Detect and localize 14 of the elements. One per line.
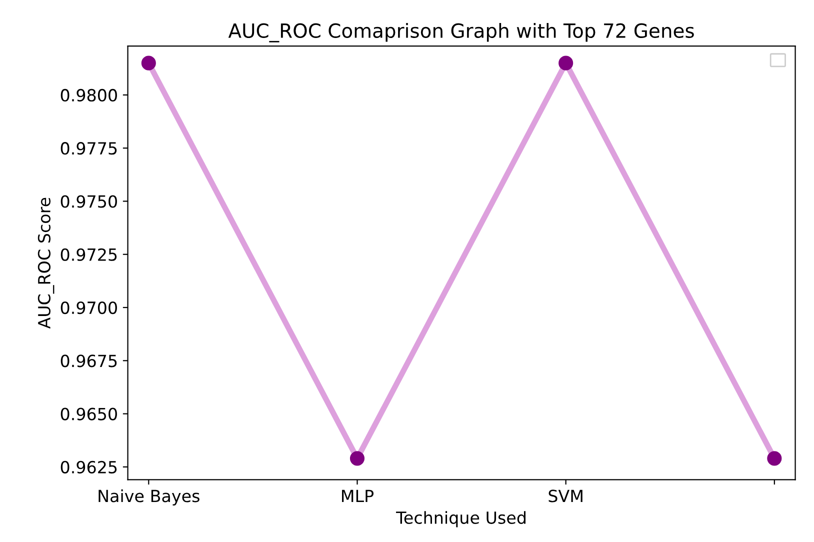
x-tick-label: Naive Bayes <box>98 489 200 506</box>
y-tick-label: 0.9650 <box>60 408 117 420</box>
y-tick-label: 0.9775 <box>60 142 117 155</box>
y-tick-label: 0.9750 <box>60 195 117 208</box>
y-tick-label: 0.9675 <box>60 354 117 368</box>
x-tick-label: MLP <box>342 490 374 502</box>
y-tick-label: 0.9700 <box>60 301 117 314</box>
x-tick-label: SVM <box>548 490 582 502</box>
chart-title: AUC_ROC Comaprison Graph with Top 72 Genes <box>228 22 694 42</box>
y-tick-label: 0.9625 <box>60 460 117 474</box>
y-axis-title: AUC_ROC Score <box>38 198 54 329</box>
y-tick-label: 0.9725 <box>60 248 117 261</box>
y-tick-label: 0.9800 <box>60 88 117 102</box>
x-axis-title: Technique Used <box>396 511 526 528</box>
